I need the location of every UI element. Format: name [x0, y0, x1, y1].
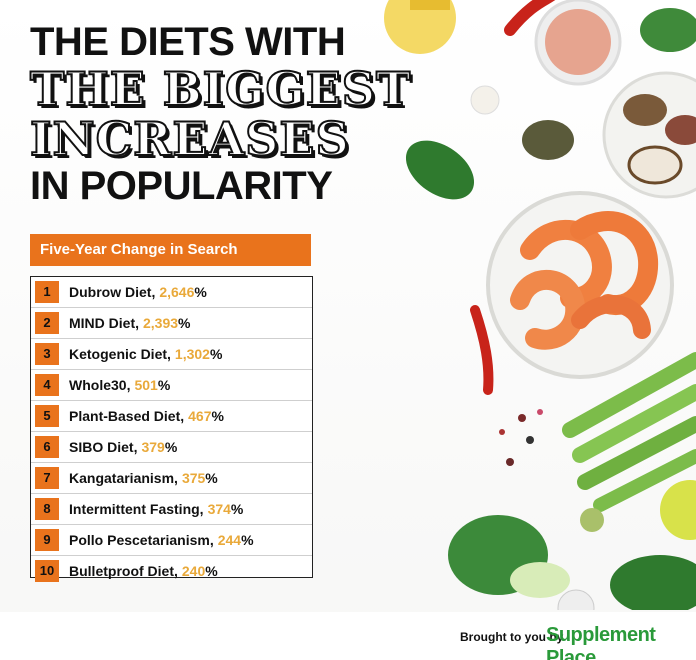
title-line-2: THE BIGGEST	[29, 62, 412, 116]
diet-name: SIBO Diet,	[69, 439, 138, 455]
table-row: 9 Pollo Pescetarianism, 244%	[31, 525, 312, 556]
infographic-title: THE DIETS WITH THE BIGGEST INCREASES IN …	[29, 20, 450, 208]
chili-pepper-icon	[504, 0, 556, 36]
percent-unit: %	[241, 532, 254, 548]
diet-name: Plant-Based Diet,	[69, 408, 185, 424]
table-row: 4 Whole30, 501%	[31, 370, 312, 401]
title-line-3: INCREASES	[29, 112, 350, 166]
percent-unit: %	[178, 315, 191, 331]
brand-logo[interactable]: Supplement Place	[546, 624, 656, 660]
percent-unit: %	[157, 377, 171, 393]
shrimp-bowl-icon	[486, 191, 674, 379]
table-row: 5 Plant-Based Diet, 467%	[31, 401, 312, 432]
footer: Brought to you by Supplement Place	[0, 612, 696, 660]
basil-leaf-icon	[640, 8, 696, 52]
rank-badge: 5	[35, 405, 59, 427]
diet-name: Dubrow Diet,	[69, 284, 156, 300]
ranking-table: 1 Dubrow Diet, 2,646% 2 MIND Diet, 2,393% 3 Ket…	[30, 276, 313, 582]
diet-name: Bulletproof Diet,	[69, 563, 178, 579]
search-interest-value: 1,302	[174, 346, 210, 362]
percent-unit: %	[230, 501, 244, 517]
asparagus-icon	[562, 352, 696, 512]
table-row: 3 Ketogenic Diet, 1,302%	[31, 339, 312, 370]
star-anise-icon	[580, 508, 604, 532]
search-interest-value: 501	[134, 377, 158, 393]
diet-name: Pollo Pescetarianism,	[69, 532, 214, 548]
chili-pepper-icon	[470, 305, 494, 395]
diet-name: Ketogenic Diet,	[69, 346, 171, 362]
title-line-4: IN POPULARITY	[30, 164, 333, 208]
title-line-1: THE DIETS WITH	[30, 20, 346, 64]
rank-badge: 4	[35, 374, 59, 396]
brought-by-text: Brought to you by	[460, 630, 564, 644]
diet-name: Kangatarianism,	[69, 470, 178, 486]
percent-unit: %	[209, 346, 223, 362]
percent-unit: %	[164, 439, 178, 455]
search-interest-value: 2,646	[159, 284, 195, 300]
rank-badge: 2	[35, 312, 59, 334]
rank-badge: 9	[35, 529, 59, 551]
search-interest-value: 374	[207, 501, 231, 517]
diet-name: MIND Diet,	[69, 315, 139, 331]
percent-unit: %	[194, 284, 207, 300]
clam-icon	[522, 120, 574, 160]
table-row: 6 SIBO Diet, 379%	[31, 432, 312, 463]
bok-choy-icon	[448, 515, 570, 598]
search-interest-value: 375	[181, 470, 206, 486]
food-illustration	[384, 0, 696, 610]
rank-badge: 3	[35, 343, 59, 365]
rank-badge: 1	[35, 281, 59, 303]
garlic-icon	[470, 85, 500, 115]
percent-unit: %	[211, 408, 224, 424]
diet-name: Intermittent Fasting,	[69, 501, 204, 517]
peppercorns-icon	[499, 409, 543, 466]
lime-icon	[660, 480, 696, 540]
search-interest-value: 467	[188, 408, 212, 424]
rank-badge: 8	[35, 498, 59, 520]
oil-bottle-icon	[384, 0, 456, 54]
diet-name: Whole30,	[69, 377, 131, 393]
search-interest-value: 244	[217, 532, 242, 548]
rank-badge: 6	[35, 436, 59, 458]
percent-unit: %	[205, 563, 218, 579]
search-interest-value: 2,393	[143, 315, 179, 331]
rank-badge: 10	[35, 560, 59, 582]
table-row: 2 MIND Diet, 2,393%	[31, 308, 312, 339]
spinach-leaf-icon	[610, 555, 696, 610]
percent-unit: %	[205, 470, 218, 486]
clams-bowl-icon	[602, 71, 696, 199]
table-row: 10 Bulletproof Diet, 240%	[31, 556, 312, 586]
table-row: 7 Kangatarianism, 375%	[31, 463, 312, 494]
search-interest-value: 240	[181, 563, 206, 579]
table-row: 1 Dubrow Diet, 2,646%	[31, 277, 312, 308]
search-interest-value: 379	[141, 439, 165, 455]
spinach-leaf-icon	[405, 140, 475, 200]
salt-bowl-icon	[534, 0, 622, 86]
rank-badge: 7	[35, 467, 59, 489]
table-row: 8 Intermittent Fasting, 374%	[31, 494, 312, 525]
subtitle-banner: Five-Year Change in Search Interest%	[30, 234, 311, 290]
spice-bowl-icon	[557, 589, 595, 610]
